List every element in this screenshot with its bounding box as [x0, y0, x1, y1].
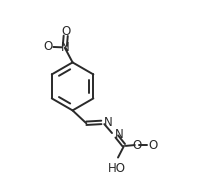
Text: O: O — [43, 40, 52, 53]
Text: O: O — [132, 138, 142, 151]
Text: N: N — [60, 41, 69, 54]
Text: HO: HO — [108, 162, 126, 175]
Text: N: N — [115, 128, 124, 141]
Text: O: O — [149, 138, 158, 151]
Text: N: N — [104, 116, 113, 129]
Text: O: O — [61, 25, 70, 38]
